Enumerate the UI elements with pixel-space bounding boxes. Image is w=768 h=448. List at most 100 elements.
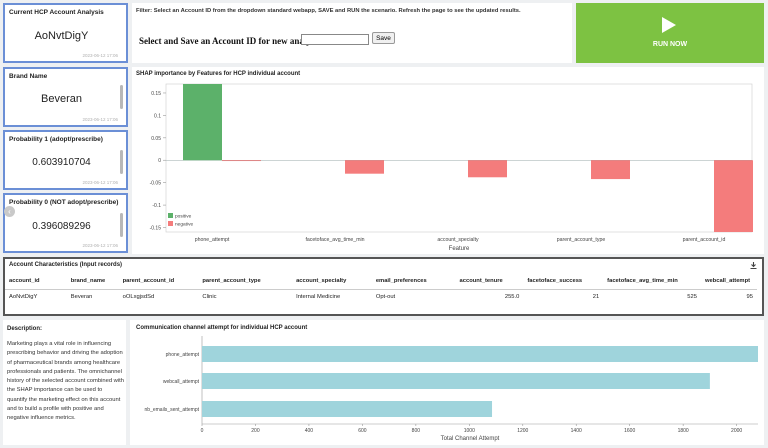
bar-negative	[468, 160, 507, 178]
x-axis-label: Total Channel Attempt	[441, 436, 500, 442]
table-header-cell[interactable]: account_tenure	[459, 277, 503, 284]
play-icon	[662, 17, 676, 33]
download-icon[interactable]	[750, 262, 757, 269]
y-tick-label: 0.15	[151, 91, 161, 97]
table-header-row: account_id brand_name parent_account_id par…	[5, 273, 757, 289]
y-tick-label: 0	[158, 158, 161, 164]
kpi-card-brand-name: Brand Name Beveran 2023-06-12 17:06	[3, 67, 128, 127]
description-body: Marketing plays a vital role in influenc…	[7, 341, 124, 422]
x-tick-label: 1400	[571, 428, 582, 434]
table-cell: 255.0	[504, 293, 520, 300]
kpi-scrollbar[interactable]	[120, 150, 123, 174]
kpi-card-current-account: Current HCP Account Analysis AoNvtDigY 2…	[3, 3, 128, 63]
y-tick-label: -0.15	[150, 226, 162, 232]
table-cell: AoNvtDigY	[9, 293, 38, 300]
kpi-value: Beveran	[41, 93, 82, 105]
kpi-value: AoNvtDigY	[34, 30, 89, 42]
table-header-cell[interactable]: email_preferences	[375, 277, 427, 284]
kpi-timestamp: 2023-06-12 17:06	[82, 117, 118, 122]
table-cell: Internal Medicine	[296, 293, 341, 300]
table-cell: Opt-out	[375, 293, 396, 300]
kpi-title: Probability 0 (NOT adopt/prescribe)	[9, 199, 119, 206]
table-cell: 21	[592, 293, 600, 300]
table-cell: 525	[687, 293, 697, 300]
filter-instruction: Filter: Select an Account ID from the dr…	[136, 8, 521, 14]
y-tick-label: webcall_attempt	[163, 379, 200, 385]
kpi-card-probability-0: Probability 0 (NOT adopt/prescribe) 0.39…	[3, 193, 128, 253]
run-now-button[interactable]: RUN NOW	[576, 3, 764, 63]
kpi-card-probability-1: Probability 1 (adopt/prescribe) 0.603910…	[3, 130, 128, 190]
x-tick-label: 2000	[731, 428, 742, 434]
shap-chart-panel: SHAP importance by Features for HCP indi…	[132, 67, 764, 254]
y-tick-label: -0.1	[152, 203, 161, 209]
chevron-left-icon[interactable]: ‹	[4, 206, 15, 217]
description-title: Description:	[7, 326, 43, 332]
run-now-label: RUN NOW	[652, 41, 688, 48]
table-cell: oOLxgjsdSd	[122, 293, 155, 300]
account-id-input[interactable]	[301, 34, 369, 45]
save-button[interactable]: Save	[372, 32, 395, 44]
x-tick-label: 600	[358, 428, 367, 434]
bar	[202, 401, 493, 417]
table-header-cell[interactable]: brand_name	[70, 277, 106, 284]
x-tick-label: facetoface_avg_time_min	[305, 237, 364, 243]
kpi-scrollbar[interactable]	[120, 213, 123, 237]
table-cell: 95	[746, 293, 753, 300]
table-body: AoNvtDigY Beveran oOLxgjsdSd Clinic Internal…	[5, 289, 757, 304]
table-header-cell[interactable]: facetoface_success	[527, 277, 583, 284]
description-panel: Description: Marketing plays a vital rol…	[3, 320, 126, 445]
x-tick-label: 1600	[624, 428, 635, 434]
table-header-cell[interactable]: facetoface_avg_time_min	[607, 277, 678, 284]
kpi-value: 0.603910704	[32, 157, 91, 168]
kpi-title: Current HCP Account Analysis	[9, 9, 104, 16]
table-title: Account Characteristics (Input records)	[9, 262, 123, 268]
account-characteristics-table-panel: Account Characteristics (Input records) …	[3, 257, 764, 316]
x-tick-label: 1200	[517, 428, 528, 434]
shap-chart-title: SHAP importance by Features for HCP indi…	[136, 71, 301, 77]
bar-negative	[714, 160, 753, 232]
x-tick-label: 1800	[678, 428, 689, 434]
y-tick-label: 0.1	[154, 113, 161, 119]
legend-swatch	[168, 213, 173, 218]
x-tick-label: parent_account_id	[683, 237, 726, 243]
channel-chart: 0 200 400 600 800 1000 1200 1400 1600 1800 2000 pho…	[145, 336, 758, 442]
legend-label: positive	[175, 214, 192, 220]
channel-chart-title: Communication channel attempt for indivi…	[136, 325, 308, 331]
bar	[202, 346, 758, 362]
kpi-scrollbar[interactable]	[120, 85, 123, 109]
x-tick-label: 200	[251, 428, 260, 434]
table-row: AoNvtDigY Beveran oOLxgjsdSd Clinic Internal…	[5, 289, 757, 304]
x-tick-label: parent_account_type	[557, 237, 606, 243]
table-cell: Clinic	[202, 293, 217, 300]
bar	[202, 373, 710, 389]
x-tick-label: 0	[201, 428, 204, 434]
table-header-cell[interactable]: account_id	[9, 277, 40, 284]
bar-negative	[591, 160, 630, 180]
kpi-title: Probability 1 (adopt/prescribe)	[9, 136, 103, 143]
x-axis-label: Feature	[449, 246, 470, 252]
table-header-cell[interactable]: parent_account_type	[202, 277, 261, 284]
x-tick-label: 400	[305, 428, 314, 434]
table-header-cell[interactable]: account_specialty	[296, 277, 347, 284]
legend-swatch	[168, 221, 173, 226]
shap-chart: 0.15 0.1 0.05 0 -0.05 -0.1 -0.15 phone_attempt f…	[150, 83, 753, 252]
x-tick-label: 1000	[464, 428, 475, 434]
kpi-timestamp: 2023-06-12 17:06	[82, 53, 118, 58]
kpi-value: 0.396089296	[32, 221, 91, 232]
account-table: account_id brand_name parent_account_id par…	[5, 273, 757, 304]
bar-negative	[222, 160, 261, 162]
y-tick-label: 0.05	[151, 136, 161, 142]
bar-negative	[345, 160, 384, 174]
table-header-cell[interactable]: webcall_attempt	[704, 277, 751, 284]
table-header-cell[interactable]: parent_account_id	[122, 277, 175, 284]
kpi-title: Brand Name	[9, 73, 48, 80]
filter-label: Select and Save an Account ID for new an…	[139, 36, 324, 46]
x-tick-label: account_specialty	[437, 237, 479, 243]
table-cell: Beveran	[70, 293, 93, 300]
y-tick-label: -0.05	[150, 181, 162, 187]
channel-chart-panel: Communication channel attempt for indivi…	[130, 320, 764, 445]
x-tick-label: 800	[412, 428, 421, 434]
kpi-timestamp: 2023-06-12 17:06	[82, 243, 118, 248]
y-tick-label: nb_emails_sent_attempt	[145, 407, 200, 413]
filter-panel: Filter: Select an Account ID from the dr…	[132, 3, 572, 63]
